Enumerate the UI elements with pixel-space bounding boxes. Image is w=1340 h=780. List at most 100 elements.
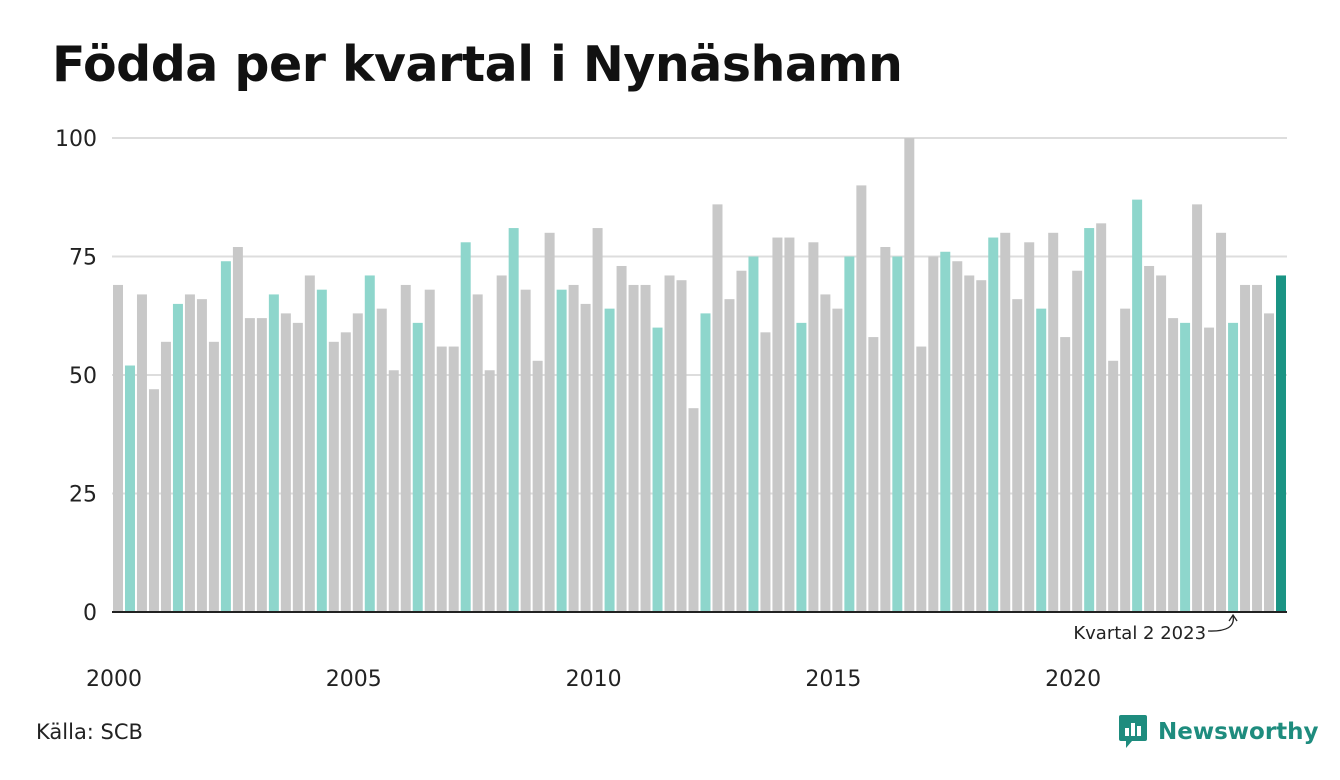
bar xyxy=(988,237,999,613)
bar xyxy=(268,294,279,612)
bar xyxy=(832,308,843,612)
bar xyxy=(688,408,699,612)
bar xyxy=(1276,275,1286,612)
brand-name: Newsworthy xyxy=(1158,719,1319,745)
bar xyxy=(160,341,171,612)
bar xyxy=(544,232,555,613)
bar xyxy=(880,247,891,612)
bar xyxy=(580,303,591,612)
bar xyxy=(316,289,327,612)
bar xyxy=(616,265,627,612)
annotation-arrow xyxy=(1208,615,1234,632)
bar xyxy=(220,261,231,612)
bar xyxy=(772,237,783,613)
bar xyxy=(412,322,423,612)
bar xyxy=(148,389,159,612)
bar xyxy=(472,294,483,612)
bar xyxy=(904,138,915,612)
y-tick-label: 0 xyxy=(83,601,97,626)
bar xyxy=(892,256,903,612)
bar xyxy=(1168,318,1179,612)
bar xyxy=(724,299,735,612)
bar xyxy=(964,275,975,612)
bar xyxy=(916,346,927,612)
bar xyxy=(496,275,507,612)
x-tick-label: 2020 xyxy=(1045,667,1101,692)
bar xyxy=(280,313,291,612)
bar xyxy=(208,341,219,612)
bar xyxy=(1084,228,1095,612)
y-tick-label: 25 xyxy=(69,483,97,508)
bar xyxy=(352,313,363,612)
bar xyxy=(484,370,495,612)
bar xyxy=(113,284,123,612)
bar xyxy=(388,370,399,612)
bar xyxy=(520,289,531,612)
bar xyxy=(124,365,135,612)
x-tick-label: 2015 xyxy=(805,667,861,692)
bar xyxy=(868,337,879,612)
bar xyxy=(1024,242,1035,612)
bar xyxy=(1072,270,1083,612)
bar xyxy=(976,280,987,612)
bar xyxy=(304,275,315,612)
annotation-label: Kvartal 2 2023 xyxy=(1073,623,1206,644)
bar xyxy=(1132,199,1143,612)
bar xyxy=(232,247,243,612)
bar xyxy=(784,237,795,613)
bar xyxy=(1048,232,1059,613)
bar xyxy=(532,360,543,612)
bar xyxy=(1108,360,1119,612)
bar xyxy=(952,261,963,612)
bar xyxy=(328,341,339,612)
bar xyxy=(508,228,519,612)
bar xyxy=(292,322,303,612)
bar xyxy=(760,332,771,612)
x-tick-label: 2005 xyxy=(326,667,382,692)
bar xyxy=(340,332,351,612)
bar xyxy=(424,289,435,612)
bar xyxy=(940,251,951,612)
brand-logo[interactable]: Newsworthy xyxy=(1118,714,1319,750)
bar xyxy=(808,242,819,612)
bar xyxy=(640,284,651,612)
bar xyxy=(856,185,867,612)
annotations: Kvartal 2 2023 xyxy=(1073,613,1238,644)
bar xyxy=(376,308,387,612)
bar xyxy=(712,204,723,613)
bar xyxy=(136,294,147,612)
bar xyxy=(820,294,831,612)
bar xyxy=(1252,284,1263,612)
bars xyxy=(113,138,1286,613)
bar xyxy=(700,313,711,612)
bar xyxy=(1000,232,1011,613)
bar xyxy=(736,270,747,612)
bar xyxy=(460,242,471,612)
bar xyxy=(604,308,615,612)
bar xyxy=(556,289,567,612)
chart-title: Födda per kvartal i Nynäshamn xyxy=(52,36,903,93)
bar xyxy=(748,256,759,612)
axes: 2000 2005 2010 2015 2020 xyxy=(86,611,1287,692)
bar xyxy=(676,280,687,612)
bar xyxy=(448,346,459,612)
y-tick-label: 75 xyxy=(69,246,97,271)
bar xyxy=(1096,223,1107,612)
bar xyxy=(364,275,375,612)
source-label: Källa: SCB xyxy=(36,720,143,744)
annotation-arrowhead xyxy=(1228,613,1238,622)
bar xyxy=(1012,299,1023,612)
bar xyxy=(1036,308,1047,612)
bar xyxy=(1060,337,1071,612)
bar xyxy=(664,275,675,612)
bar xyxy=(1216,232,1227,613)
bar xyxy=(568,284,579,612)
bar xyxy=(196,299,207,612)
bar xyxy=(1204,327,1215,612)
bar xyxy=(628,284,639,612)
bar xyxy=(592,228,603,612)
bar xyxy=(928,256,939,612)
y-tick-label: 50 xyxy=(69,364,97,389)
y-tick-label: 100 xyxy=(55,127,97,152)
bar xyxy=(796,322,807,612)
